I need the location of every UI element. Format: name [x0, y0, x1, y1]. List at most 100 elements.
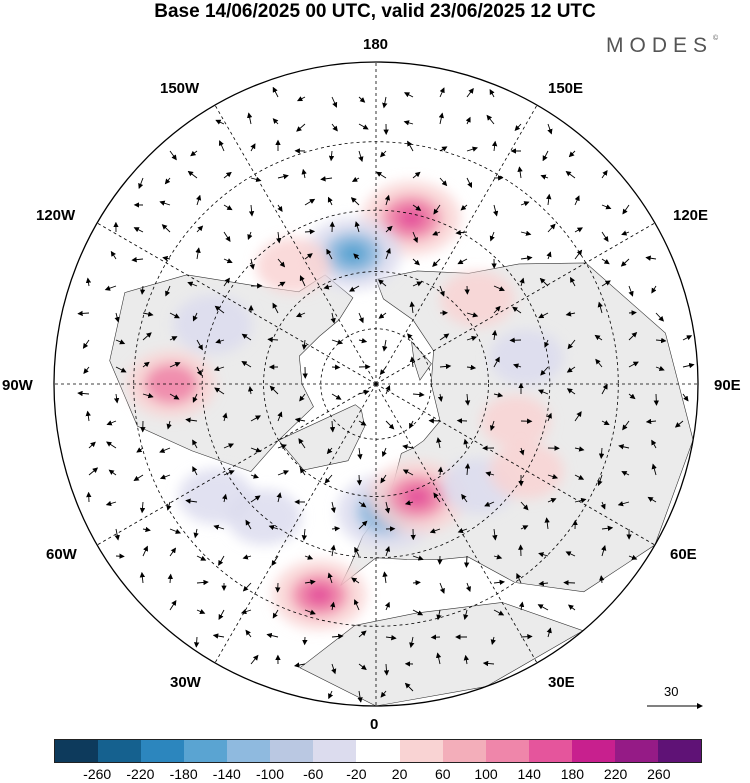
wind-arrow [330, 501, 336, 514]
wind-arrow [326, 248, 333, 260]
colorbar-swatch [313, 740, 357, 762]
wind-arrow [223, 443, 235, 449]
wind-arrow [567, 604, 576, 611]
wind-arrow [159, 474, 171, 480]
wind-arrow [192, 466, 198, 476]
wind-arrow [385, 384, 391, 395]
wind-arrow [159, 447, 171, 453]
wind-arrow [621, 230, 630, 236]
wind-arrow [384, 194, 391, 206]
wind-arrow [601, 258, 610, 265]
wind-arrow [484, 501, 495, 507]
wind-arrow [566, 388, 576, 395]
colorbar-swatch [571, 740, 615, 762]
wind-arrow [409, 356, 416, 368]
wind-arrow [169, 150, 177, 161]
wind-arrow [439, 285, 445, 297]
wind-arrow [247, 386, 254, 395]
wind-arrow [295, 312, 306, 318]
wind-arrow [486, 114, 495, 125]
wind-arrow [196, 366, 202, 376]
colorbar-swatch [442, 740, 486, 762]
wind-arrow [139, 285, 146, 295]
wind-arrow [628, 331, 638, 341]
wind-arrow [331, 364, 341, 370]
wind-arrow [299, 393, 306, 402]
wind-arrow [83, 366, 90, 374]
colorbar-tick-label: -140 [212, 766, 241, 782]
wind-arrow [222, 412, 228, 422]
wind-arrow [628, 310, 637, 316]
wind-arrow [518, 601, 525, 611]
wind-arrow [682, 362, 695, 369]
wind-arrow [272, 118, 279, 125]
wind-arrow [492, 204, 499, 217]
wind-arrow [192, 439, 198, 449]
wind-arrow [647, 496, 657, 503]
wind-arrow [520, 501, 529, 511]
wind-arrow [142, 526, 151, 533]
wind-arrow [674, 420, 684, 428]
wind-arrow [357, 690, 363, 703]
wind-vectors [77, 86, 695, 703]
wind-arrow [618, 444, 630, 450]
wind-arrow [653, 393, 659, 406]
wind-arrow [628, 554, 638, 560]
wind-arrow [277, 258, 286, 268]
colorbar-swatch [184, 740, 228, 762]
wind-arrow [490, 636, 496, 645]
colorbar-swatch [485, 740, 529, 762]
colorbar-swatch [657, 740, 701, 762]
wind-arrow [268, 525, 279, 531]
wind-arrow [412, 171, 421, 179]
wind-arrow [277, 174, 289, 180]
lon-label-60w: 60W [46, 546, 77, 563]
wind-arrow [565, 311, 576, 317]
wind-arrow [439, 146, 448, 152]
wind-arrow [113, 393, 120, 404]
wind-arrow [538, 580, 549, 587]
wind-arrow [272, 609, 279, 619]
wind-arrow [353, 599, 360, 611]
wind-arrow [77, 390, 90, 397]
wind-arrow [320, 176, 333, 182]
wind-arrow [617, 501, 630, 507]
wind-arrow [492, 528, 498, 541]
wind-arrow [131, 256, 144, 263]
wind-arrow [166, 420, 172, 430]
wind-arrow [621, 471, 630, 476]
wind-arrow [407, 140, 414, 152]
wind-arrow [277, 470, 290, 476]
wind-arrow [242, 582, 252, 592]
wind-arrow [457, 258, 468, 265]
wind-arrow [438, 112, 444, 125]
wind-arrow [412, 231, 418, 244]
wind-arrow [272, 86, 279, 98]
wind-arrow [437, 466, 444, 476]
wind-arrow [164, 177, 171, 185]
wind-arrow [384, 501, 391, 514]
wind-arrow [304, 253, 313, 260]
wind-arrow [304, 579, 316, 585]
wind-arrow [358, 312, 364, 324]
lon-label-180: 180 [363, 36, 389, 53]
wind-arrow [169, 547, 177, 557]
wind-arrow [223, 277, 230, 287]
wind-arrow [214, 305, 225, 314]
wind-arrow [162, 255, 171, 262]
wind-arrow [277, 281, 286, 287]
wind-arrow [350, 197, 360, 206]
wind-arrow [358, 96, 366, 103]
wind-arrow [192, 312, 198, 322]
wind-arrow [645, 255, 657, 261]
wind-arrow [223, 204, 233, 211]
wind-arrow [247, 112, 253, 125]
wind-arrow [601, 383, 608, 395]
wind-arrow [491, 140, 498, 152]
colorbar-tick-label: -220 [126, 766, 155, 782]
wind-arrow [382, 96, 388, 109]
wind-arrow [379, 150, 387, 158]
wind-arrow [412, 258, 420, 266]
wind-arrow [439, 87, 445, 98]
wind-arrow [269, 385, 279, 395]
